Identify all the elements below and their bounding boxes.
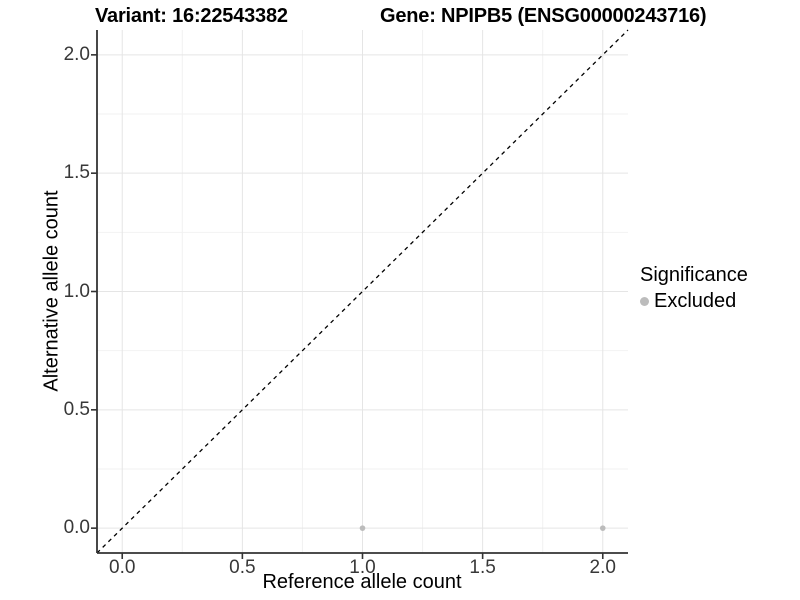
legend-entry-label: Excluded — [654, 290, 737, 312]
y-axis-tick-label: 0.5 — [63, 398, 90, 420]
plot-title-variant: Variant: 16:22543382 — [95, 5, 288, 27]
y-axis-tick-label: 1.5 — [63, 162, 90, 184]
legend: Significance Excluded — [640, 263, 748, 313]
legend-title: Significance — [640, 264, 748, 286]
x-axis-tick-label: 0.0 — [109, 557, 136, 578]
y-axis-tick-label: 2.0 — [63, 43, 90, 65]
plot-title-gene: Gene: NPIPB5 (ENSG00000243716) — [380, 5, 707, 27]
x-axis-title: Reference allele count — [262, 571, 462, 593]
data-point — [359, 525, 366, 531]
x-axis-tick-label: 0.5 — [229, 557, 256, 578]
x-axis-tick-label: 2.0 — [589, 557, 616, 578]
y-axis-tick-label: 0.0 — [63, 517, 90, 539]
legend-entry-excluded: Excluded — [640, 290, 748, 313]
y-axis-tick-label: 1.0 — [63, 280, 90, 302]
x-axis-tick-label: 1.5 — [469, 557, 496, 578]
legend-key-circle-icon — [640, 297, 649, 306]
data-point — [599, 525, 606, 531]
x-axis-tick-label: 1.0 — [349, 557, 376, 578]
